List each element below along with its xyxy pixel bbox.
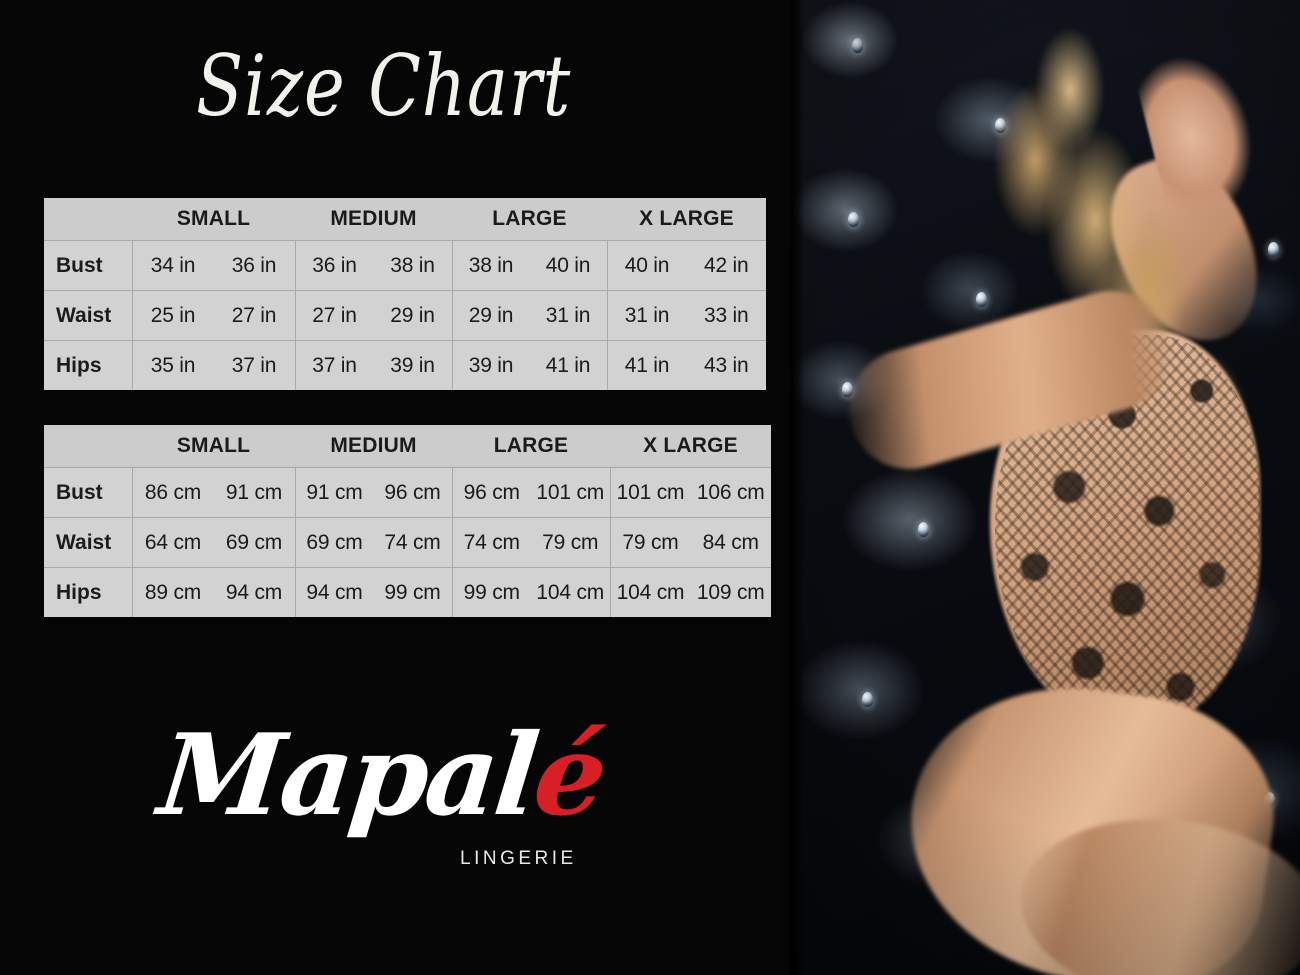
cell-bust-small-min: 34 in: [131, 240, 214, 291]
brand-wordmark-accent: é: [528, 710, 611, 841]
cell-hips-medium-min: 37 in: [294, 340, 374, 390]
header-size-xlarge: X LARGE: [610, 425, 771, 468]
cell-hips-small-min: 89 cm: [131, 567, 214, 617]
cell-bust-xlarge-min: 101 cm: [609, 467, 691, 518]
brand-wordmark: Mapalé: [153, 710, 610, 841]
row-label-hips: Hips: [44, 567, 132, 617]
row-label-hips: Hips: [44, 340, 132, 390]
cell-waist-xlarge-min: 31 in: [606, 290, 687, 341]
cell-hips-medium-max: 99 cm: [373, 567, 452, 617]
cell-waist-small-min: 64 cm: [131, 517, 214, 568]
cell-bust-medium-min: 91 cm: [294, 467, 374, 518]
size-table-centimeters: SMALL MEDIUM LARGE X LARGE Bust 86 cm 91…: [44, 425, 771, 617]
page-title: Size Chart: [196, 37, 572, 135]
cell-waist-large-max: 31 in: [529, 290, 607, 341]
table-row: Hips 35 in 37 in 37 in 39 in 39 in 41 in…: [44, 340, 766, 390]
cell-waist-medium-max: 29 in: [373, 290, 452, 341]
cell-bust-large-min: 38 in: [451, 240, 530, 291]
cell-bust-small-min: 86 cm: [131, 467, 214, 518]
table-row: Bust 86 cm 91 cm 91 cm 96 cm 96 cm 101 c…: [44, 467, 771, 518]
cell-hips-small-min: 35 in: [131, 340, 214, 390]
header-corner: [44, 425, 132, 468]
cell-hips-xlarge-min: 41 in: [606, 340, 687, 390]
table-header-row: SMALL MEDIUM LARGE X LARGE: [44, 425, 771, 468]
brand-wordmark-base: Mapal: [153, 710, 542, 841]
cell-bust-large-max: 40 in: [529, 240, 607, 291]
cell-waist-small-max: 27 in: [213, 290, 295, 341]
header-size-small: SMALL: [132, 425, 295, 468]
brand-logo: Mapalé LINGERIE: [153, 710, 630, 895]
cell-hips-large-max: 41 in: [529, 340, 607, 390]
cell-waist-xlarge-min: 79 cm: [609, 517, 691, 568]
cell-bust-xlarge-max: 106 cm: [690, 467, 771, 518]
cell-waist-large-min: 29 in: [451, 290, 530, 341]
cell-waist-medium-min: 69 cm: [294, 517, 374, 568]
cell-bust-medium-max: 38 in: [373, 240, 452, 291]
cell-hips-xlarge-max: 109 cm: [690, 567, 771, 617]
cell-hips-small-max: 37 in: [213, 340, 295, 390]
cell-waist-medium-min: 27 in: [294, 290, 374, 341]
product-photo: [790, 0, 1300, 975]
cell-hips-xlarge-min: 104 cm: [609, 567, 691, 617]
cell-hips-medium-min: 94 cm: [294, 567, 374, 617]
row-label-waist: Waist: [44, 290, 132, 341]
cell-waist-small-min: 25 in: [131, 290, 214, 341]
cell-waist-small-max: 69 cm: [213, 517, 295, 568]
brand-tagline: LINGERIE: [460, 848, 577, 869]
cell-waist-xlarge-max: 33 in: [686, 290, 766, 341]
cell-bust-xlarge-min: 40 in: [606, 240, 687, 291]
header-size-small: SMALL: [132, 198, 295, 241]
cell-bust-xlarge-max: 42 in: [686, 240, 766, 291]
cell-bust-small-max: 91 cm: [213, 467, 295, 518]
header-size-large: LARGE: [452, 198, 607, 241]
header-size-large: LARGE: [452, 425, 610, 468]
photo-left-edge-fade: [790, 0, 804, 975]
table-row: Waist 64 cm 69 cm 69 cm 74 cm 74 cm 79 c…: [44, 517, 771, 568]
cell-hips-medium-max: 39 in: [373, 340, 452, 390]
cell-waist-medium-max: 74 cm: [373, 517, 452, 568]
cell-hips-xlarge-max: 43 in: [686, 340, 766, 390]
cell-hips-small-max: 94 cm: [213, 567, 295, 617]
cell-waist-xlarge-max: 84 cm: [690, 517, 771, 568]
cell-bust-large-min: 96 cm: [451, 467, 531, 518]
cell-bust-medium-max: 96 cm: [373, 467, 452, 518]
cell-waist-large-min: 74 cm: [451, 517, 531, 568]
cell-bust-large-max: 101 cm: [531, 467, 610, 518]
header-size-xlarge: X LARGE: [607, 198, 766, 241]
row-label-bust: Bust: [44, 240, 132, 291]
table-row: Waist 25 in 27 in 27 in 29 in 29 in 31 i…: [44, 290, 766, 341]
row-label-bust: Bust: [44, 467, 132, 518]
table-row: Bust 34 in 36 in 36 in 38 in 38 in 40 in…: [44, 240, 766, 291]
cell-bust-small-max: 36 in: [213, 240, 295, 291]
cell-hips-large-min: 99 cm: [451, 567, 531, 617]
row-label-waist: Waist: [44, 517, 132, 568]
size-table-inches: SMALL MEDIUM LARGE X LARGE Bust 34 in 36…: [44, 198, 766, 390]
cell-bust-medium-min: 36 in: [294, 240, 374, 291]
header-size-medium: MEDIUM: [295, 198, 452, 241]
cell-hips-large-max: 104 cm: [531, 567, 610, 617]
header-corner: [44, 198, 132, 241]
table-row: Hips 89 cm 94 cm 94 cm 99 cm 99 cm 104 c…: [44, 567, 771, 617]
header-size-medium: MEDIUM: [295, 425, 452, 468]
table-header-row: SMALL MEDIUM LARGE X LARGE: [44, 198, 766, 241]
cell-hips-large-min: 39 in: [451, 340, 530, 390]
cell-waist-large-max: 79 cm: [531, 517, 610, 568]
model-figure: [790, 0, 1300, 975]
